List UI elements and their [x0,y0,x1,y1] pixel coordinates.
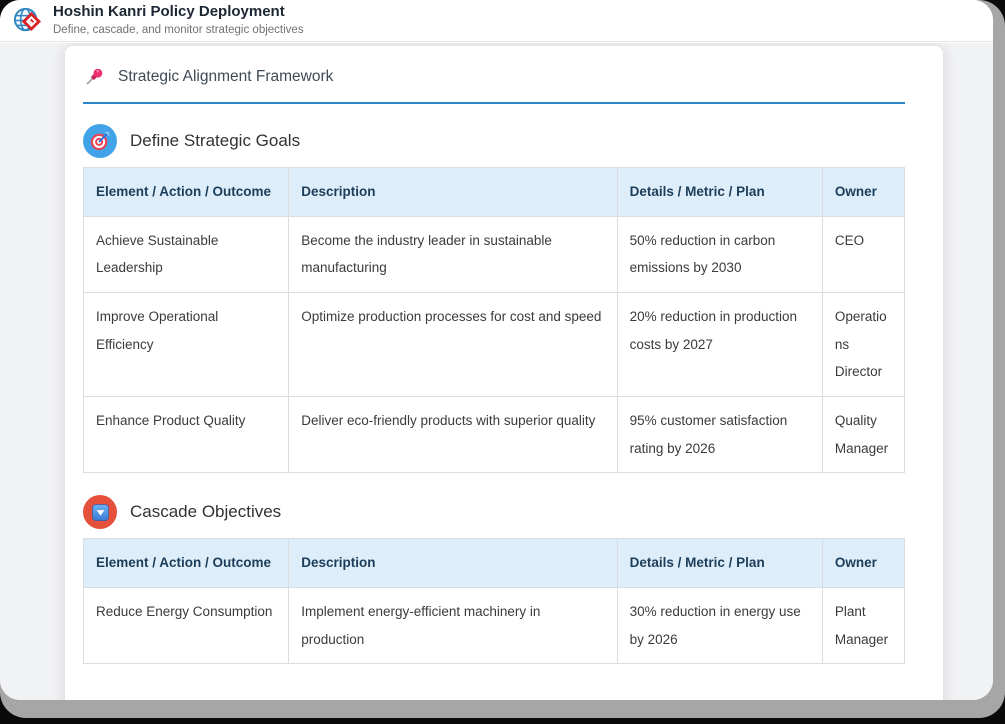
app-window: Hoshin Kanri Policy Deployment Define, c… [0,0,993,700]
pushpin-icon [86,68,103,85]
cell-details: 50% reduction in carbon emissions by 203… [616,215,823,294]
cell-description: Implement energy-efficient machinery in … [288,587,618,665]
scroll-area[interactable]: Strategic Alignment Framework Define Str… [0,43,993,700]
col-header-element: Element / Action / Outcome [82,167,290,217]
table-row: Enhance Product Quality Deliver eco-frie… [82,396,906,474]
cascade-down-icon [83,495,117,530]
cell-details: 30% reduction in energy use by 2026 [616,587,823,665]
section-title: Define Strategic Goals [130,131,301,150]
app-titles: Hoshin Kanri Policy Deployment Define, c… [53,3,304,37]
col-header-details: Details / Metric / Plan [616,538,823,589]
page-heading: Strategic Alignment Framework [83,66,905,104]
cascade-objectives-table: Element / Action / Outcome Description D… [82,538,906,665]
cell-owner: Operations Director [821,292,906,398]
table-row: Achieve Sustainable Leadership Become th… [82,215,906,294]
col-header-details: Details / Metric / Plan [616,167,823,217]
page-heading-label: Strategic Alignment Framework [118,68,334,85]
table-row: Reduce Energy Consumption Implement ener… [82,587,906,665]
cell-details: 95% customer satisfaction rating by 2026 [616,396,823,474]
cell-element: Reduce Energy Consumption [82,587,290,665]
section-define-strategic-goals: Define Strategic Goals [83,124,905,158]
app-logo-globe-icon [13,7,41,32]
app-subtitle: Define, cascade, and monitor strategic o… [53,24,304,37]
col-header-description: Description [288,538,618,589]
cell-description: Optimize production processes for cost a… [288,292,618,398]
col-header-owner: Owner [821,167,906,217]
define-strategic-goals-table: Element / Action / Outcome Description D… [82,167,906,474]
col-header-description: Description [288,167,618,217]
col-header-owner: Owner [821,538,906,589]
col-header-element: Element / Action / Outcome [82,538,290,589]
table-row: Improve Operational Efficiency Optimize … [82,292,906,398]
cell-description: Deliver eco-friendly products with super… [288,396,618,474]
table-header-row: Element / Action / Outcome Description D… [82,538,906,589]
cell-owner: Quality Manager [821,396,906,474]
target-icon [83,124,117,158]
section-cascade-objectives: Cascade Objectives [83,495,905,530]
section-title: Cascade Objectives [130,502,282,522]
cell-owner: CEO [821,215,906,294]
app-title: Hoshin Kanri Policy Deployment [53,3,285,21]
cell-details: 20% reduction in production costs by 202… [616,292,823,398]
cell-element: Improve Operational Efficiency [82,292,290,398]
table-header-row: Element / Action / Outcome Description D… [82,167,906,217]
cell-element: Achieve Sustainable Leadership [82,215,290,294]
cell-owner: Plant Manager [821,587,906,665]
cell-description: Become the industry leader in sustainabl… [288,215,618,294]
cell-element: Enhance Product Quality [82,396,290,474]
main-card: Strategic Alignment Framework Define Str… [65,46,943,700]
app-header: Hoshin Kanri Policy Deployment Define, c… [0,0,993,42]
